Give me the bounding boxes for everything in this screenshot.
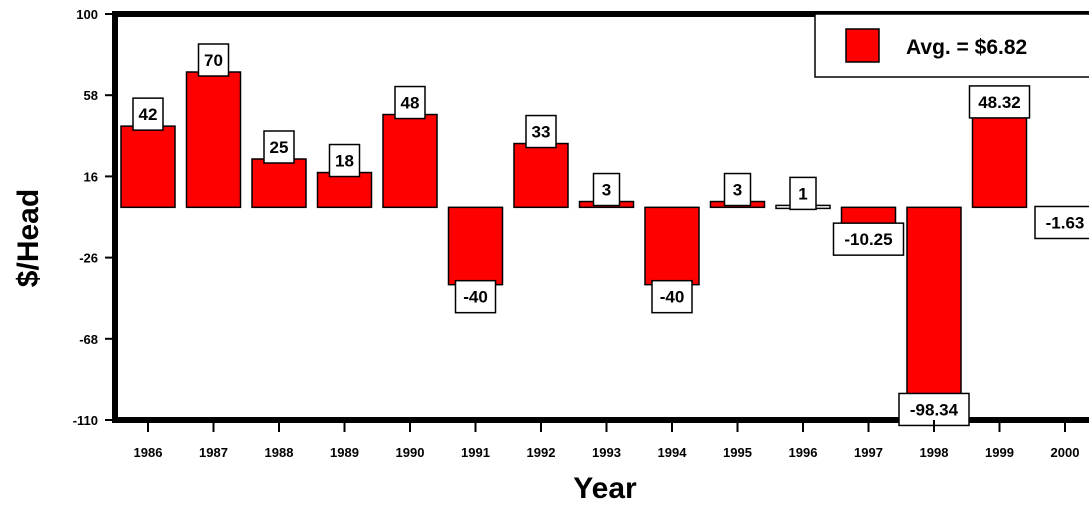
legend-swatch — [845, 28, 880, 63]
data-label-box — [328, 143, 361, 178]
bar — [513, 142, 569, 209]
data-label: 48.32 — [968, 85, 1031, 119]
x-tick-label: 1988 — [265, 445, 294, 460]
bars-group — [120, 71, 1089, 399]
data-label: -40 — [651, 279, 693, 314]
x-tick-label: 1997 — [854, 445, 883, 460]
x-tick-label: 1995 — [723, 445, 752, 460]
y-tick-label: 58 — [84, 88, 98, 103]
x-axis-ticks: 1986 1987 1988 1989 1990 1991 1992 1993 1994 1995… — [134, 420, 1080, 460]
data-label-text: -98.34 — [910, 400, 959, 419]
bar — [382, 113, 438, 209]
x-tick-label: 1990 — [396, 445, 425, 460]
y-axis-ticks: -110 -68 -26 16 58 100 — [73, 7, 115, 428]
data-label-text: 3 — [602, 181, 611, 200]
data-label-text: 48.32 — [978, 93, 1021, 112]
data-label-text: -40 — [463, 288, 488, 307]
bar — [971, 113, 1028, 209]
data-label: 18 — [328, 143, 361, 178]
x-tick-label: 1999 — [985, 445, 1014, 460]
data-label-text: 70 — [204, 51, 223, 70]
x-tick-label: 1993 — [592, 445, 621, 460]
x-tick-label: 1989 — [330, 445, 359, 460]
bar — [120, 125, 176, 209]
data-label-box — [832, 222, 905, 256]
x-tick-label: 1996 — [789, 445, 818, 460]
x-tick-label: 1994 — [658, 445, 688, 460]
y-tick-label: -68 — [79, 332, 98, 347]
y-tick-label: -110 — [73, 413, 98, 428]
bar — [906, 206, 962, 399]
data-label-text: 18 — [335, 152, 354, 171]
data-label: 3 — [723, 172, 752, 207]
data-label-box — [197, 43, 230, 77]
data-label: 33 — [525, 114, 557, 149]
data-label: 25 — [263, 130, 295, 164]
data-label: -40 — [454, 279, 497, 314]
legend-label: Avg. = $6.82 — [906, 36, 1027, 59]
x-tick-label: 1987 — [199, 445, 228, 460]
y-tick-label: 16 — [84, 169, 98, 184]
y-tick-label: 100 — [76, 7, 98, 22]
data-label-text: -10.25 — [844, 230, 892, 249]
bar — [251, 158, 307, 209]
data-label-text: 1 — [798, 184, 807, 203]
data-label-box — [592, 172, 621, 207]
data-label: 3 — [592, 172, 621, 207]
bar — [644, 206, 700, 286]
y-tick-label: -26 — [79, 251, 98, 266]
data-label-box — [651, 279, 693, 314]
data-label: 1 — [789, 176, 817, 211]
x-tick-label: 1986 — [134, 445, 163, 460]
data-label-text: 33 — [532, 123, 551, 142]
data-label-text: -1.63 — [1046, 213, 1085, 232]
data-label-box — [789, 176, 817, 211]
y-axis-title: $/Head — [12, 189, 45, 287]
data-label: 48 — [394, 85, 426, 120]
bar — [447, 206, 504, 286]
data-label-text: 25 — [270, 138, 289, 157]
data-label-text: 48 — [401, 94, 420, 113]
data-label-text: 42 — [139, 105, 158, 124]
data-label: 70 — [197, 43, 230, 77]
x-axis-title: Year — [573, 472, 637, 505]
data-label-box — [1034, 205, 1089, 240]
bar — [316, 171, 373, 209]
data-label-text: 3 — [733, 181, 742, 200]
data-label-box — [723, 172, 752, 207]
data-label-box — [132, 97, 164, 131]
x-tick-label: 1991 — [461, 445, 490, 460]
data-label-text: -40 — [660, 288, 685, 307]
x-tick-label: 2000 — [1051, 445, 1080, 460]
data-label-box — [525, 114, 557, 149]
x-tick-label: 1992 — [527, 445, 556, 460]
data-label-box — [968, 85, 1031, 119]
x-tick-label: 1998 — [920, 445, 949, 460]
data-label: -1.63 — [1034, 205, 1089, 240]
data-label: 42 — [132, 97, 164, 131]
data-label: -10.25 — [832, 222, 905, 256]
data-label-box — [394, 85, 426, 120]
data-label-box — [454, 279, 497, 314]
data-label-box — [263, 130, 295, 164]
bar — [185, 71, 242, 209]
legend: Avg. = $6.82 — [814, 13, 1089, 78]
